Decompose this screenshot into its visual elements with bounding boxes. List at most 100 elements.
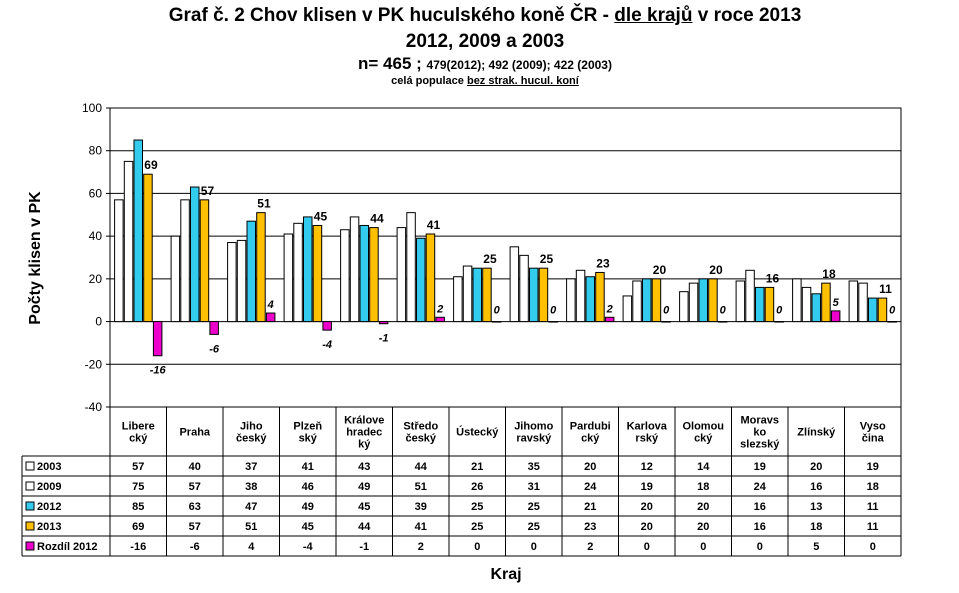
- legend-label: 2013: [37, 521, 61, 533]
- category-label: český: [405, 433, 436, 445]
- table-cell-value: 39: [415, 501, 427, 513]
- category-label: hradec: [346, 427, 382, 439]
- bar-rozdíl-2012: [548, 321, 558, 323]
- data-label-rozdil: 4: [267, 299, 274, 311]
- table-cell-value: 40: [189, 461, 201, 473]
- sample-size-main: n= 465 ;: [358, 54, 427, 73]
- table-cell-value: -1: [359, 541, 369, 553]
- bar-2012: [359, 224, 369, 323]
- bar-2003: [227, 242, 237, 323]
- bar-rozdíl-2012: [491, 321, 502, 323]
- table-cell-value: 26: [471, 481, 483, 493]
- category-label: Středo: [403, 421, 438, 433]
- data-label-2013: 44: [370, 212, 384, 226]
- category-label: Jiho: [240, 421, 263, 433]
- table-cell-value: 21: [471, 461, 483, 473]
- category-label: rský: [635, 433, 659, 445]
- table-cell-value: 12: [641, 461, 653, 473]
- table-cell-value: 49: [302, 501, 314, 513]
- table-cell-value: 35: [528, 461, 540, 473]
- bar-2012: [755, 286, 765, 323]
- chart-sample-size: n= 465 ; 479(2012); 492 (2009); 422 (200…: [0, 53, 959, 76]
- category-label: český: [236, 433, 267, 445]
- table-cell-value: 16: [810, 481, 822, 493]
- bar-2009: [123, 160, 134, 323]
- bar-rozdíl-2012: [435, 316, 445, 323]
- bar-2003: [679, 291, 689, 323]
- data-label-rozdil: -6: [209, 343, 220, 355]
- data-label-rozdil: 5: [833, 297, 840, 309]
- table-cell-value: 49: [358, 481, 370, 493]
- y-tick-label: 0: [95, 315, 102, 329]
- legend-key-2009: [25, 481, 35, 491]
- category-label: Karlova: [627, 421, 668, 433]
- category-label: Libere: [122, 421, 155, 433]
- table-cell-value: -6: [190, 541, 200, 553]
- bar-2013: [764, 286, 775, 323]
- category-label: cký: [694, 433, 713, 445]
- y-tick-label: 40: [89, 229, 103, 243]
- y-tick-label: 80: [89, 144, 103, 158]
- legend-label: 2009: [37, 481, 61, 493]
- category-label: Olomou: [682, 421, 724, 433]
- table-cell-value: 24: [754, 481, 767, 493]
- bar-rozdíl-2012: [830, 310, 841, 323]
- y-tick-label: 60: [89, 186, 103, 200]
- table-cell-value: 45: [302, 521, 314, 533]
- bar-2009: [406, 212, 416, 323]
- data-label-rozdil: -16: [150, 365, 167, 377]
- category-label: ko: [753, 427, 766, 439]
- data-label-rozdil: 2: [436, 303, 443, 315]
- bar-rozdíl-2012: [152, 321, 163, 357]
- category-label: Praha: [179, 427, 210, 439]
- table-cell-value: 57: [189, 521, 201, 533]
- bar-2009: [462, 265, 473, 323]
- table-cell-value: 44: [415, 461, 428, 473]
- category-label: Vyso: [860, 421, 886, 433]
- table-cell-value: 20: [641, 521, 653, 533]
- category-label: Ústecký: [456, 426, 499, 439]
- legend-label: 2012: [37, 501, 61, 513]
- data-label-2013: 20: [653, 263, 667, 277]
- table-cell-value: 0: [700, 541, 706, 553]
- title-prefix: Graf č. 2 Chov klisen v PK huculského ko…: [168, 5, 615, 26]
- bar-2003: [283, 233, 294, 323]
- table-cell-value: 2: [418, 541, 424, 553]
- category-label: Králove: [344, 415, 384, 427]
- bar-2003: [792, 278, 802, 323]
- data-label-2013: 25: [540, 252, 554, 266]
- bar-2009: [632, 280, 642, 323]
- table-cell-value: 19: [641, 481, 653, 493]
- y-tick-label: 100: [82, 101, 102, 115]
- table-cell-value: 24: [584, 481, 597, 493]
- table-cell-value: 16: [754, 501, 766, 513]
- subtitle-underlined: bez strak. hucul. koní: [466, 75, 579, 87]
- table-cell-value: 69: [132, 521, 144, 533]
- table-cell-value: 31: [528, 481, 540, 493]
- bar-2003: [566, 278, 576, 323]
- bar-rozdíl-2012: [265, 312, 276, 323]
- category-label: slezský: [740, 439, 780, 451]
- bar-rozdíl-2012: [378, 321, 389, 325]
- bar-rozdíl-2012: [717, 321, 728, 323]
- table-cell-value: 20: [697, 521, 709, 533]
- bar-rozdíl-2012: [661, 321, 671, 323]
- chart-subtitle: celá populace bez strak. hucul. koní: [0, 74, 959, 88]
- bar-2012: [303, 216, 313, 323]
- bar-rozdíl-2012: [887, 321, 897, 323]
- table-cell-value: 0: [644, 541, 650, 553]
- chart-title-line2: 2012, 2009 a 2003: [405, 31, 565, 52]
- table-cell-value: 25: [471, 501, 483, 513]
- data-label-2013: 11: [879, 282, 892, 296]
- data-label-2013: 51: [257, 197, 271, 211]
- category-label: cký: [581, 433, 600, 445]
- category-label: cký: [129, 433, 148, 445]
- legend-key-2003: [25, 461, 35, 471]
- y-tick-label: 20: [89, 272, 103, 286]
- data-label-2013: 69: [144, 158, 158, 172]
- table-cell-value: 51: [245, 521, 257, 533]
- data-label-2013: 23: [596, 256, 610, 270]
- bar-2013: [425, 233, 436, 323]
- bar-2012: [698, 278, 708, 323]
